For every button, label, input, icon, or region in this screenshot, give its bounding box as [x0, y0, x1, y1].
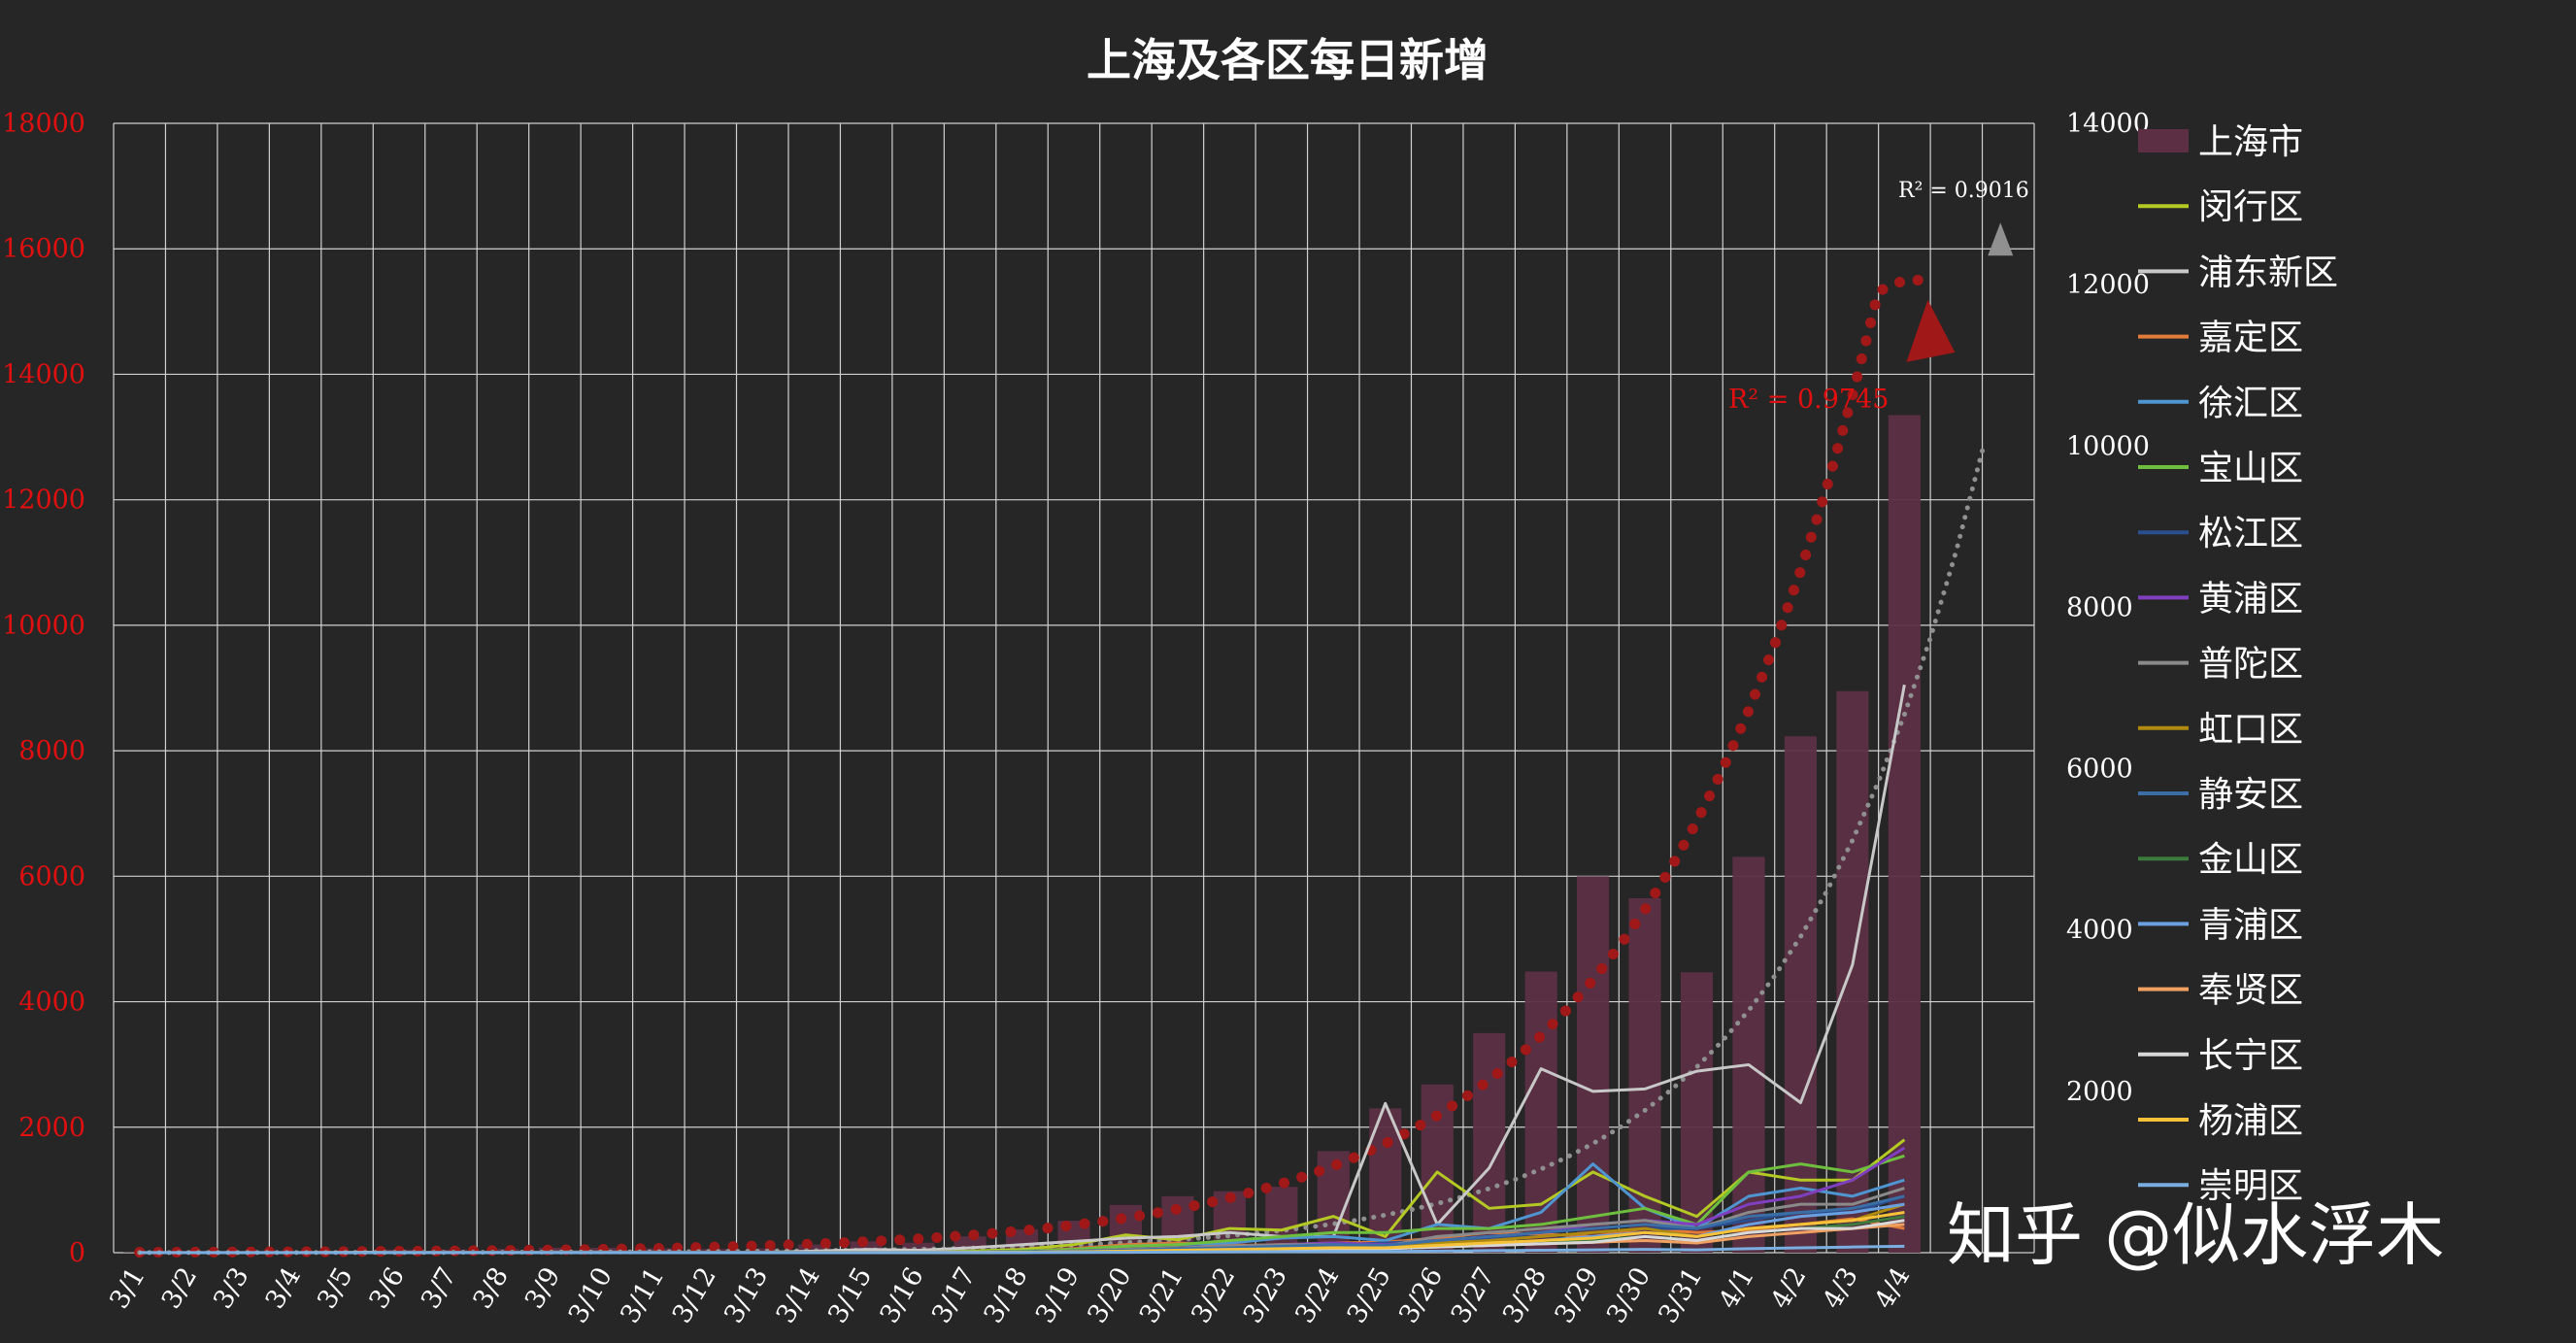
chart-title: 上海及各区每日新增	[1087, 34, 1489, 86]
legend-swatch-上海市	[2138, 129, 2189, 152]
y-left-tick-label: 8000	[18, 736, 85, 766]
bar-3/29	[1577, 876, 1610, 1253]
y-left-tick-label: 18000	[2, 109, 85, 139]
legend-label-杨浦区: 杨浦区	[2198, 1101, 2303, 1141]
legend-label-静安区: 静安区	[2198, 775, 2303, 815]
bar-4/4	[1888, 415, 1921, 1254]
y-right-tick-label: 6000	[2066, 755, 2133, 785]
bar-3/16	[902, 1242, 935, 1253]
bar-3/14	[798, 1244, 831, 1253]
legend-label-上海市: 上海市	[2198, 122, 2303, 162]
y-left-tick-label: 12000	[2, 486, 85, 516]
legend-label-松江区: 松江区	[2198, 514, 2303, 554]
legend-label-闵行区: 闵行区	[2198, 187, 2303, 227]
y-right-tick-label: 2000	[2066, 1077, 2133, 1107]
legend-label-嘉定区: 嘉定区	[2198, 319, 2303, 358]
y-left-tick-label: 6000	[18, 861, 85, 891]
legend-label-奉贤区: 奉贤区	[2198, 971, 2303, 1011]
y-right-tick-label: 10000	[2066, 431, 2150, 461]
y-left-tick-label: 10000	[2, 611, 85, 641]
legend-label-虹口区: 虹口区	[2198, 710, 2303, 750]
legend-label-黄浦区: 黄浦区	[2198, 579, 2303, 619]
legend-label-普陀区: 普陀区	[2198, 645, 2303, 685]
line-崇明区	[139, 1244, 1905, 1255]
grid	[113, 122, 2035, 1254]
y-left-tick-label: 4000	[18, 988, 85, 1018]
legend-label-徐汇区: 徐汇区	[2198, 384, 2303, 423]
watermark: 知乎 @似水浮木	[1947, 1195, 2444, 1275]
bar-3/23	[1265, 1187, 1298, 1253]
y-left-tick-label: 2000	[18, 1113, 85, 1143]
y-right-tick-label: 12000	[2066, 270, 2150, 300]
y-left-tick-label: 14000	[2, 359, 85, 389]
bar-3/27	[1473, 1032, 1506, 1253]
trendline-label-pudong: R² = 0.9016	[1898, 179, 2029, 203]
legend-label-浦东新区: 浦东新区	[2198, 252, 2338, 292]
legend-label-宝山区: 宝山区	[2198, 449, 2303, 488]
y-left-tick-label: 16000	[2, 234, 85, 264]
bar-4/3	[1836, 690, 1869, 1253]
y-right-tick-label: 14000	[2066, 109, 2150, 139]
y-right-tick-label: 8000	[2066, 592, 2133, 622]
legend-label-青浦区: 青浦区	[2198, 905, 2303, 945]
y-right-tick-label: 4000	[2066, 916, 2133, 946]
bar-3/9	[538, 1247, 571, 1253]
bar-3/30	[1628, 897, 1661, 1253]
legend: 上海市闵行区浦东新区嘉定区徐汇区宝山区松江区黄浦区普陀区虹口区静安区金山区青浦区…	[2138, 122, 2338, 1206]
legend-label-崇明区: 崇明区	[2198, 1166, 2303, 1206]
trendline-label-shanghai: R² = 0.9745	[1728, 385, 1889, 415]
legend-label-长宁区: 长宁区	[2198, 1036, 2303, 1076]
legend-label-金山区: 金山区	[2198, 840, 2303, 880]
bar-series-shanghai	[123, 415, 1921, 1254]
bar-4/1	[1732, 856, 1765, 1253]
line-series	[139, 684, 1906, 1255]
y-left-tick-label: 0	[69, 1238, 85, 1268]
bar-3/13	[746, 1248, 779, 1253]
trendline-shanghai-arrow	[1906, 299, 1956, 362]
bar-4/2	[1784, 736, 1818, 1253]
bar-3/15	[850, 1241, 883, 1253]
trendline-pudong-arrow	[1988, 222, 2014, 256]
